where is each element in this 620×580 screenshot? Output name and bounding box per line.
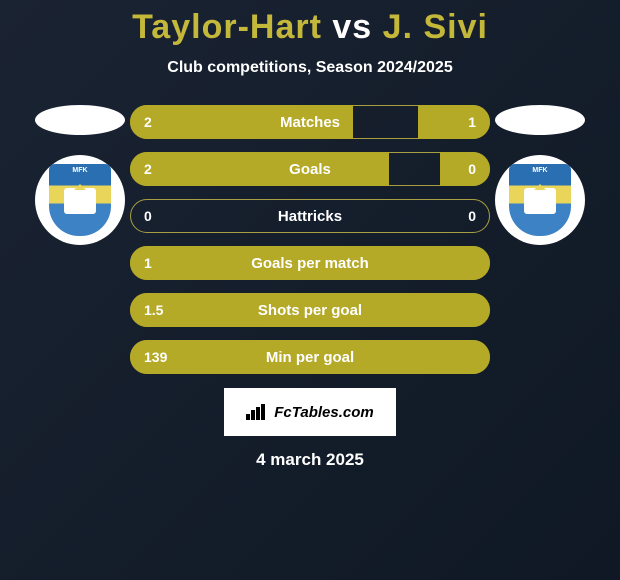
club-emblem-left: MFK ZEMPLÍN [49, 164, 111, 236]
player2-placeholder-badge [495, 105, 585, 135]
stat-label: Min per goal [130, 349, 490, 366]
stat-row: 0Hattricks0 [130, 199, 490, 233]
stats-column: 2Matches12Goals00Hattricks01Goals per ma… [130, 105, 490, 374]
stat-label: Hattricks [130, 208, 490, 225]
club-emblem-right: MFK ZEMPLÍN [509, 164, 571, 236]
stat-label: Shots per goal [130, 302, 490, 319]
stat-row: 1Goals per match [130, 246, 490, 280]
emblem-castle-icon [64, 188, 96, 214]
player1-placeholder-badge [35, 105, 125, 135]
emblem-top-text: MFK [72, 167, 87, 174]
infographic-container: Taylor-Hart vs J. Sivi Club competitions… [0, 0, 620, 580]
stat-value-right: 1 [468, 114, 476, 130]
stat-label: Goals per match [130, 255, 490, 272]
player2-club-badge: MFK ZEMPLÍN [495, 155, 585, 245]
stat-row: 139Min per goal [130, 340, 490, 374]
page-title: Taylor-Hart vs J. Sivi [132, 8, 488, 47]
left-badge-column: MFK ZEMPLÍN [30, 105, 130, 245]
stat-label: Matches [130, 114, 490, 131]
player1-name: Taylor-Hart [132, 8, 322, 46]
right-badge-column: MFK ZEMPLÍN [490, 105, 590, 245]
emblem-castle-icon [524, 188, 556, 214]
player1-club-badge: MFK ZEMPLÍN [35, 155, 125, 245]
subtitle: Club competitions, Season 2024/2025 [167, 59, 452, 77]
stat-value-right: 0 [468, 161, 476, 177]
footer-date: 4 march 2025 [256, 450, 364, 470]
footer-site-name: FcTables.com [274, 404, 373, 421]
emblem-top-text: MFK [532, 167, 547, 174]
stat-value-right: 0 [468, 208, 476, 224]
stat-row: 1.5Shots per goal [130, 293, 490, 327]
main-content: MFK ZEMPLÍN 2Matches12Goals00Hattricks01… [0, 105, 620, 374]
stat-row: 2Matches1 [130, 105, 490, 139]
player2-name: J. Sivi [383, 8, 488, 46]
stat-row: 2Goals0 [130, 152, 490, 186]
footer-site-badge: FcTables.com [224, 388, 396, 436]
vs-text: vs [332, 8, 372, 46]
bars-chart-icon [246, 404, 268, 420]
stat-label: Goals [130, 161, 490, 178]
